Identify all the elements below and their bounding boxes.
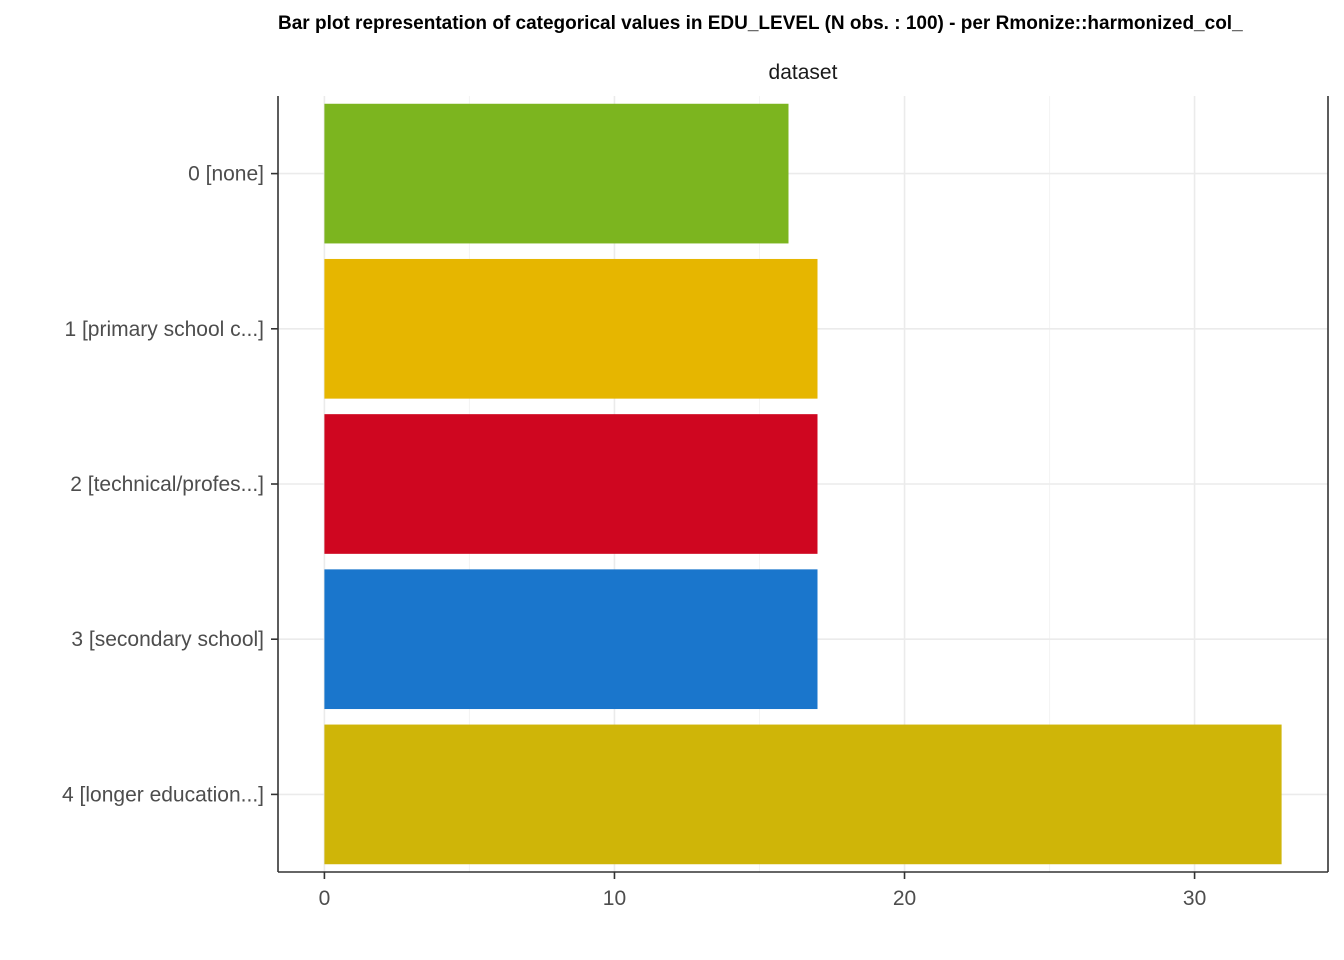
y-tick-label: 1 [primary school c...] (64, 318, 264, 341)
bar (324, 724, 1282, 865)
bar (324, 258, 818, 399)
x-tick-label: 20 (893, 887, 916, 910)
x-tick-label: 30 (1183, 887, 1206, 910)
y-tick-label: 0 [none] (188, 163, 264, 186)
x-tick-label: 10 (603, 887, 626, 910)
y-tick-label: 2 [technical/profes...] (70, 473, 264, 496)
y-tick-label: 3 [secondary school] (71, 628, 264, 651)
bar (324, 103, 789, 244)
chart-title: Bar plot representation of categorical v… (278, 13, 1243, 34)
bar (324, 414, 818, 554)
facet-panel-label: dataset (768, 61, 838, 84)
bar (324, 569, 818, 710)
y-tick-label: 4 [longer education...] (62, 783, 264, 806)
x-tick-label: 0 (319, 887, 331, 910)
